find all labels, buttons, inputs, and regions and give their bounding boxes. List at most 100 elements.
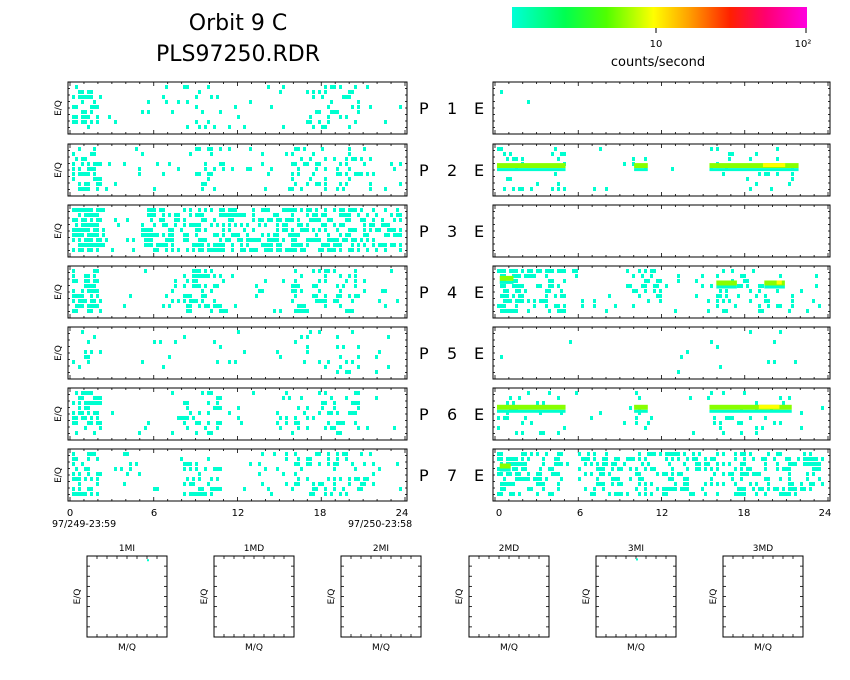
left-count-cell: [297, 406, 300, 410]
left-count-cell: [177, 213, 180, 217]
right-count-cell: [728, 299, 731, 303]
left-count-cell: [153, 233, 156, 237]
right-count-cell: [788, 492, 791, 496]
left-count-cell: [330, 426, 333, 430]
left-count-cell: [351, 401, 354, 405]
left-count-cell: [72, 208, 75, 212]
mass-xlabel: M/Q: [245, 643, 263, 653]
left-count-cell: [306, 426, 309, 430]
left-count-cell: [336, 411, 339, 415]
left-count-cell: [72, 269, 75, 273]
left-count-cell: [333, 482, 336, 486]
left-count-cell: [351, 299, 354, 303]
left-count-cell: [291, 299, 294, 303]
left-count-cell: [219, 467, 222, 471]
left-count-cell: [210, 431, 213, 435]
right-count-cell: [746, 279, 749, 283]
left-count-cell: [312, 238, 315, 242]
right-count-cell: [653, 284, 656, 288]
left-count-cell: [84, 157, 87, 161]
left-count-cell: [84, 187, 87, 191]
right-count-cell: [632, 304, 635, 308]
left-count-cell: [282, 223, 285, 227]
right-count-cell: [725, 294, 728, 298]
left-count-cell: [276, 411, 279, 415]
right-count-cell: [551, 187, 554, 191]
right-time-axis: 0 6 12 18 24: [496, 508, 832, 519]
left-count-cell: [183, 462, 186, 466]
right-count-cell: [659, 299, 662, 303]
left-count-cell: [114, 182, 117, 186]
left-count-cell: [90, 492, 93, 496]
left-count-cell: [324, 269, 327, 273]
right-count-cell: [554, 472, 557, 476]
right-count-cell: [800, 482, 803, 486]
right-count-cell: [560, 152, 563, 156]
ylabel-eq: E/Q: [54, 406, 64, 422]
left-count-cell: [345, 218, 348, 222]
left-count-cell: [222, 213, 225, 217]
left-count-cell: [216, 223, 219, 227]
left-count-cell: [306, 182, 309, 186]
right-count-cell: [644, 467, 647, 471]
right-count-cell: [788, 487, 791, 491]
left-count-cell: [318, 452, 321, 456]
left-count-cell: [336, 172, 339, 176]
left-count-cell: [204, 182, 207, 186]
left-count-cell: [315, 299, 318, 303]
right-count-cell: [551, 152, 554, 156]
left-count-cell: [267, 233, 270, 237]
right-xtick-label: 6: [577, 508, 583, 519]
left-count-cell: [294, 421, 297, 425]
left-count-cell: [150, 228, 153, 232]
left-count-cell: [96, 411, 99, 415]
left-count-cell: [360, 238, 363, 242]
right-count-cell: [554, 147, 557, 151]
left-count-cell: [78, 487, 81, 491]
left-count-cell: [333, 406, 336, 410]
left-count-cell: [135, 462, 138, 466]
left-count-cell: [99, 162, 102, 166]
left-count-cell: [294, 340, 297, 344]
left-count-cell: [318, 248, 321, 252]
left-count-cell: [96, 482, 99, 486]
left-count-cell: [255, 294, 258, 298]
left-count-cell: [306, 477, 309, 481]
right-count-cell: [638, 477, 641, 481]
right-count-cell: [671, 477, 674, 481]
right-count-cell: [599, 147, 602, 151]
left-count-cell: [126, 238, 129, 242]
left-count-cell: [339, 208, 342, 212]
left-count-cell: [150, 238, 153, 242]
left-count-cell: [381, 223, 384, 227]
left-count-cell: [162, 95, 165, 99]
right-count-cell: [710, 457, 713, 461]
left-count-cell: [348, 411, 351, 415]
left-count-cell: [318, 269, 321, 273]
left-count-cell: [297, 304, 300, 308]
right-count-cell: [716, 299, 719, 303]
left-count-cell: [228, 360, 231, 364]
right-count-cell: [722, 452, 725, 456]
left-count-cell: [276, 350, 279, 354]
right-count-cell: [701, 284, 704, 288]
left-count-cell: [234, 213, 237, 217]
left-count-cell: [198, 472, 201, 476]
left-count-cell: [87, 360, 90, 364]
right-count-cell: [560, 309, 563, 313]
left-count-cell: [369, 228, 372, 232]
right-count-cell: [620, 482, 623, 486]
left-count-cell: [354, 391, 357, 395]
left-count-cell: [363, 477, 366, 481]
right-count-cell: [506, 294, 509, 298]
right-count-cell: [629, 467, 632, 471]
right-count-cell: [788, 182, 791, 186]
left-count-cell: [75, 457, 78, 461]
right-count-cell: [791, 304, 794, 308]
right-count-cell: [500, 482, 503, 486]
left-count-cell: [138, 431, 141, 435]
left-count-cell: [186, 309, 189, 313]
left-count-cell: [312, 152, 315, 156]
right-count-cell: [557, 472, 560, 476]
left-count-cell: [138, 167, 141, 171]
